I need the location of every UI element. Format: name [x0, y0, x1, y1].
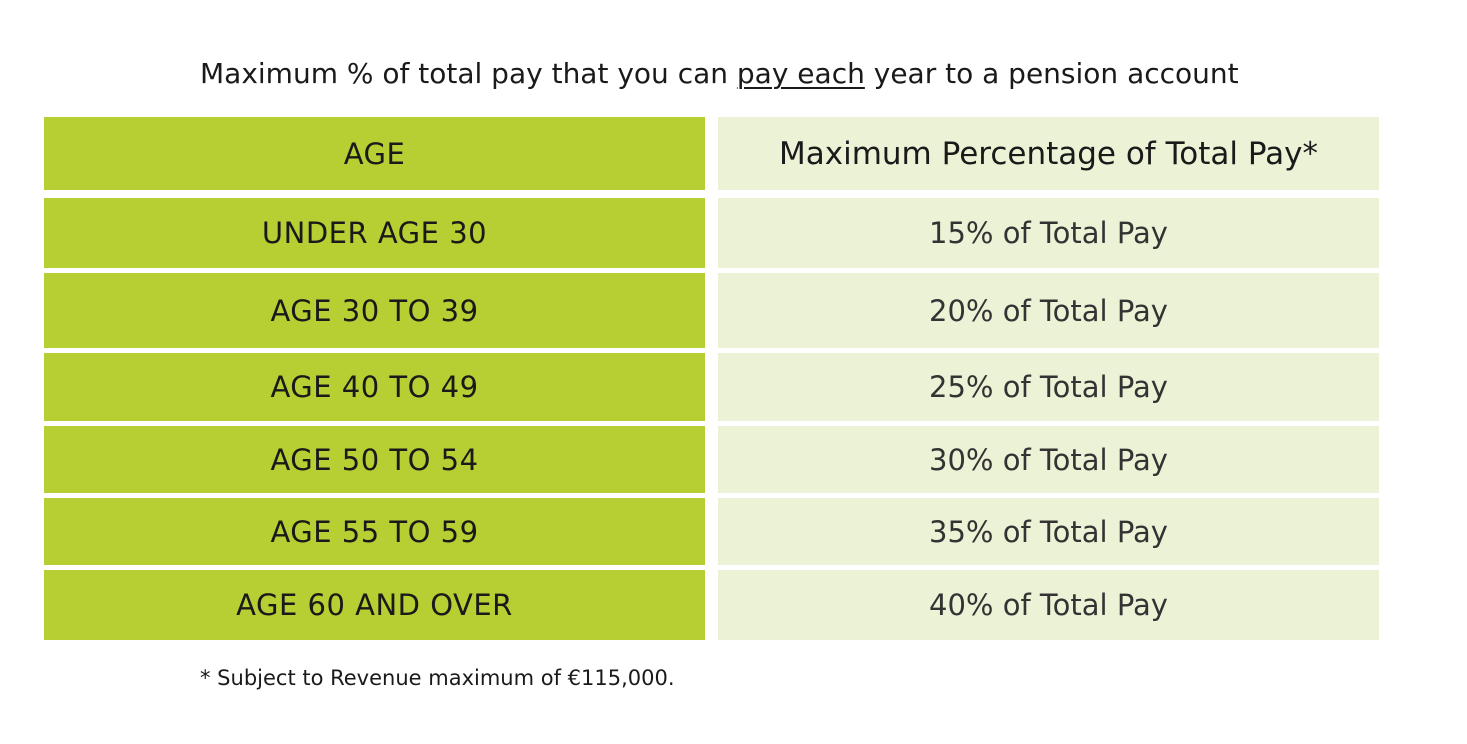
title-text-underlined: pay each — [736, 57, 865, 90]
footnote: * Subject to Revenue maximum of €115,000… — [200, 666, 675, 690]
age-cell: AGE 50 TO 54 — [44, 426, 705, 493]
percentage-cell: 30% of Total Pay — [718, 426, 1379, 493]
table-row: AGE 30 TO 39 20% of Total Pay — [44, 273, 1379, 348]
table-row: AGE 60 AND OVER 40% of Total Pay — [44, 570, 1379, 640]
age-cell: AGE 40 TO 49 — [44, 353, 705, 421]
table-row: AGE 55 TO 59 35% of Total Pay — [44, 498, 1379, 565]
age-cell: AGE 55 TO 59 — [44, 498, 705, 565]
title-text-after: year to a pension account — [864, 57, 1239, 90]
page-title: Maximum % of total pay that you can pay … — [200, 52, 1239, 96]
table-header-row: AGE Maximum Percentage of Total Pay* — [44, 117, 1379, 190]
title-text-before: Maximum % of total pay that you can — [200, 57, 737, 90]
age-cell: AGE 60 AND OVER — [44, 570, 705, 640]
percentage-cell: 35% of Total Pay — [718, 498, 1379, 565]
age-cell: AGE 30 TO 39 — [44, 273, 705, 348]
age-cell: UNDER AGE 30 — [44, 198, 705, 268]
header-percentage: Maximum Percentage of Total Pay* — [718, 117, 1379, 190]
header-age: AGE — [44, 117, 705, 190]
table-row: UNDER AGE 30 15% of Total Pay — [44, 198, 1379, 268]
percentage-cell: 40% of Total Pay — [718, 570, 1379, 640]
table-row: AGE 40 TO 49 25% of Total Pay — [44, 353, 1379, 421]
percentage-cell: 25% of Total Pay — [718, 353, 1379, 421]
percentage-cell: 15% of Total Pay — [718, 198, 1379, 268]
percentage-cell: 20% of Total Pay — [718, 273, 1379, 348]
table-row: AGE 50 TO 54 30% of Total Pay — [44, 426, 1379, 493]
